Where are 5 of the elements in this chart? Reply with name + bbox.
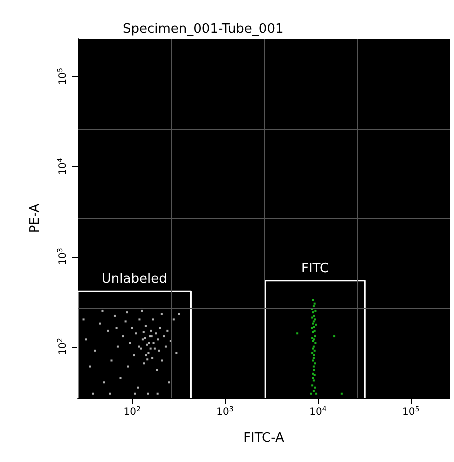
x-axis-title: FITC-A [244, 431, 285, 446]
y-axis-title: PE-A [28, 204, 43, 234]
annotation: FITC [301, 261, 330, 276]
chart-title: Specimen_001-Tube_001 [123, 22, 284, 37]
annotation: Unlabeled [102, 272, 168, 288]
